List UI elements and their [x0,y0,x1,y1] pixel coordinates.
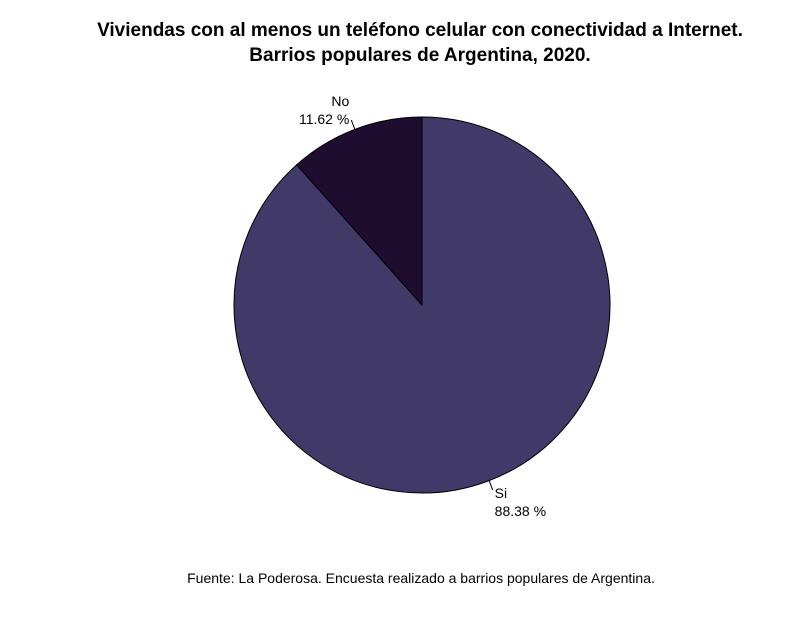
pie-label-leader-si [488,480,494,491]
pie-value-no: 11.62 % [299,111,349,127]
pie-labels: No 11.62 % Si 88.38 % [299,93,546,519]
pie-label-no: No [331,93,349,109]
chart-title: Viviendas con al menos un teléfono celul… [97,20,743,41]
pie-label-leader-no [350,119,356,130]
chart-subtitle: Barrios populares de Argentina, 2020. [249,45,590,66]
pie-slices [233,116,611,494]
pie-label-si: Si [495,485,507,501]
pie-value-si: 88.38 % [495,503,546,519]
chart-caption: Fuente: La Poderosa. Encuesta realizado … [187,570,655,586]
pie-slice-no [295,116,423,307]
pie-slice-si [233,116,611,494]
